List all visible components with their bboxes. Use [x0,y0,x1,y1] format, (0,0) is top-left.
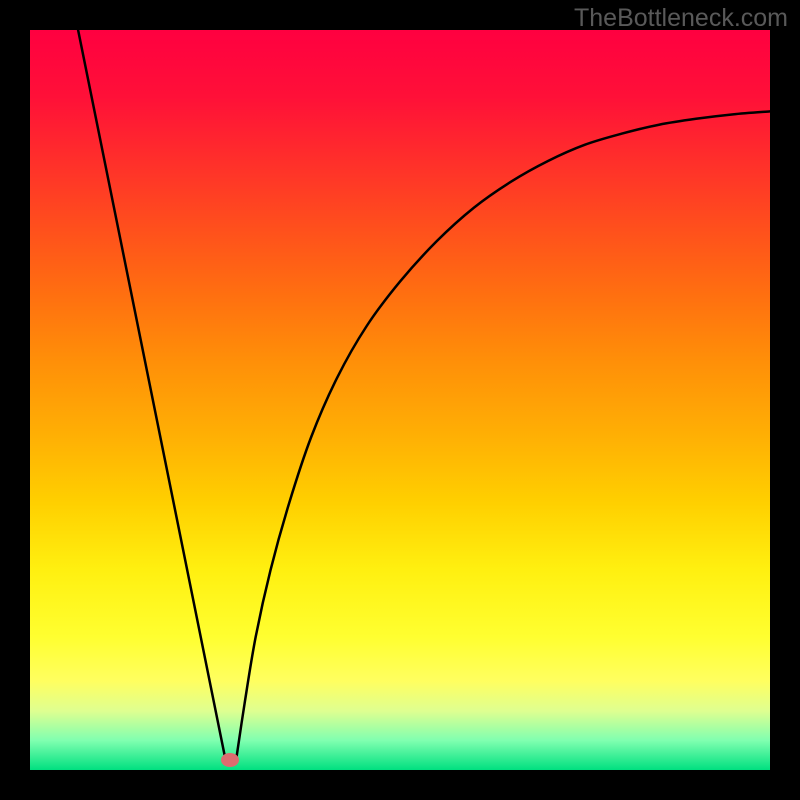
chart-container: TheBottleneck.com [0,0,800,800]
watermark-text: TheBottleneck.com [574,4,788,33]
curve-layer [30,30,770,770]
minimum-marker [221,753,239,767]
plot-area [30,30,770,770]
